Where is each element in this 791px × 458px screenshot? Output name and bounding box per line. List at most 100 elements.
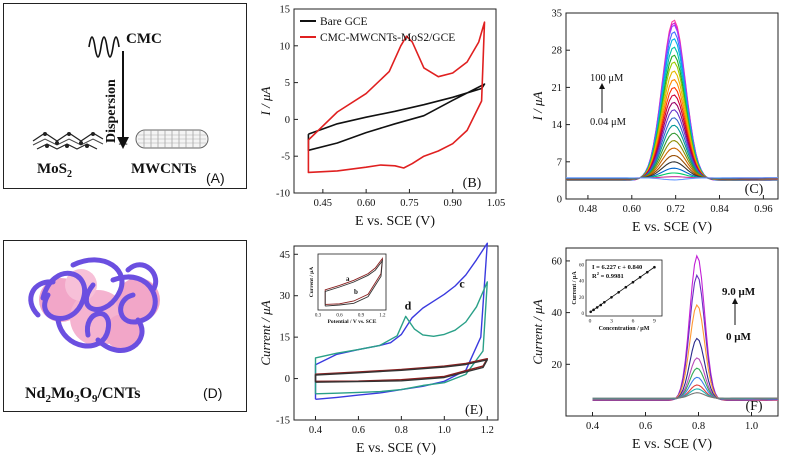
c-dpv-curve-19 (566, 154, 778, 179)
plus-sign: + (118, 134, 128, 154)
e-inset-xtick-2: 0.9 (358, 314, 365, 319)
f-inset-point-3 (599, 303, 603, 307)
b-legend-label-1: CMC-MWCNTs-MoS2/GCE (320, 32, 455, 44)
c-xtick-label-1: 0.60 (623, 204, 641, 215)
f-inset-xtick-0: 0 (589, 319, 592, 325)
e-inset-xlabel: Potential / V vs. SCE (328, 319, 377, 325)
c-dpv-curve-24 (566, 177, 778, 181)
e-ytick-label-2: 15 (280, 333, 291, 344)
f-ytick-label-1: 40 (552, 308, 563, 319)
e-inset-ylabel: Current / μA (309, 267, 315, 298)
f-inset-xtick-1: 3 (610, 319, 613, 325)
f-inset-point-9 (638, 275, 642, 279)
b-ytick-label-2: 0 (285, 115, 290, 126)
f-inset-equation: I = 6.227 c + 0.840 (592, 264, 642, 271)
c-x-axis-label: E vs. SCE (V) (632, 220, 712, 235)
b-ytick-label-4: 10 (280, 41, 291, 52)
f-inset-xlabel: Concentration / μM (599, 326, 650, 332)
f-inset-point-6 (617, 290, 620, 294)
c-ytick-label-4: 28 (552, 46, 563, 57)
panel-d-letter: (D) (203, 385, 222, 401)
c-ytick-label-2: 14 (552, 120, 563, 131)
panel-e: 0.4 0.6 0.8 1.0 1.2 -15 0 15 30 45 E vs. SCE (V) Cu… (258, 236, 522, 458)
b-xtick-label-0: 0.45 (314, 198, 332, 209)
panel-e-cv-chart: 0.4 0.6 0.8 1.0 1.2 -15 0 15 30 45 E vs. SCE (V) Cu… (258, 242, 499, 456)
f-inset-r2-sup: 2 (597, 271, 600, 276)
panel-b-cv-chart: 0.45 0.60 0.75 0.90 1.05 -10 -5 0 5 10 15 E vs. SCE… (258, 5, 505, 230)
e-xtick-label-0: 0.4 (309, 425, 323, 436)
f-inset-point-7 (624, 285, 628, 289)
e-curve-label-d: d (405, 299, 412, 313)
b-legend-label-0: Bare GCE (320, 16, 368, 28)
cmc-label: CMC (126, 31, 162, 47)
c-dpv-curve-5 (566, 46, 778, 181)
e-x-axis-label: E vs. SCE (V) (356, 441, 436, 456)
f-inset-ytick-3: 60 (579, 264, 585, 269)
c-panel-letter: (C) (745, 182, 764, 197)
e-plot-frame (293, 245, 499, 421)
e-inset-frame (317, 253, 387, 311)
c-xtick-label-4: 0.96 (754, 204, 772, 215)
c-dpv-curve-11 (566, 94, 779, 180)
b-panel-letter: (B) (463, 176, 482, 191)
e-xtick-label-1: 0.6 (352, 425, 365, 436)
f-inset-xtick-3: 9 (653, 319, 656, 325)
panel-a: CMC Dispersion + MoS2 MWCNTs (A) (3, 3, 247, 189)
f-inset-ytick-2: 40 (579, 280, 585, 285)
panel-a-schematic: CMC Dispersion + MoS2 MWCNTs (A) (3, 3, 247, 189)
b-ytick-label-3: 5 (285, 78, 290, 89)
b-ytick-label-5: 15 (280, 5, 291, 16)
panel-c: 0.48 0.60 0.72 0.84 0.96 0 7 14 21 28 35 E vs. SCE … (530, 3, 788, 239)
panel-a-letter: (A) (206, 170, 225, 186)
f-dpv-curve-9 (592, 392, 778, 399)
f-annotation-high: 9.0 μM (722, 286, 756, 298)
f-inset-ylabel: Current / μA (572, 271, 578, 305)
panel-f: 0.4 0.6 0.8 1.0 20 40 60 E vs. SCE (V) Current /… (530, 240, 788, 458)
f-inset-r2-prefix: R (592, 273, 597, 280)
c-ytick-label-0: 0 (557, 195, 562, 206)
e-series-a (314, 357, 489, 382)
f-inset-r2: R2 = 0.9981 (592, 271, 624, 280)
b-ytick-label-1: -5 (281, 152, 290, 163)
c-dpv-curve-1 (566, 22, 778, 181)
e-series-b (314, 359, 489, 383)
e-ytick-label-4: 45 (280, 250, 291, 261)
f-annotation-arrowhead (732, 298, 738, 304)
f-annotation-low: 0 μM (726, 331, 751, 343)
e-series-d (314, 281, 489, 395)
f-inset-point-5 (610, 295, 613, 299)
f-inset-ytick-0: 0 (582, 312, 585, 317)
f-dpv-curve-2 (592, 303, 778, 401)
e-xtick-label-4: 1.2 (481, 425, 494, 436)
e-panel-letter: (E) (465, 403, 483, 418)
c-xtick-label-3: 0.84 (710, 204, 729, 215)
e-xtick-label-3: 1.0 (438, 425, 451, 436)
f-inset-point-0 (589, 310, 593, 314)
b-xtick-label-1: 0.60 (357, 198, 375, 209)
f-inset-xtick-2: 6 (632, 319, 635, 325)
c-dpv-curve-18 (566, 147, 778, 180)
mwcnt-tube-icon (135, 129, 209, 149)
e-inset-label-a: a (346, 275, 350, 283)
e-inset-xtick-0: 0.3 (315, 314, 322, 319)
c-dpv-curve-9 (566, 79, 778, 180)
f-inset-point-11 (653, 265, 656, 269)
f-xtick-label-0: 0.4 (586, 421, 600, 432)
f-xtick-label-2: 0.8 (692, 421, 705, 432)
c-dpv-curve-20 (566, 161, 778, 179)
mos2-sheet-icon (32, 132, 104, 150)
e-xtick-label-2: 0.8 (395, 425, 408, 436)
c-ytick-label-5: 35 (552, 9, 563, 20)
f-panel-letter: (F) (745, 399, 762, 414)
dispersion-label: Dispersion (104, 79, 119, 143)
e-inset-label-b: b (354, 288, 358, 296)
f-xtick-label-1: 0.6 (639, 421, 652, 432)
f-inset-point-1 (592, 308, 595, 312)
c-ytick-label-3: 21 (552, 83, 563, 94)
panel-d: Nd2Mo3O9/CNTs (D) (3, 240, 247, 412)
f-x-axis-label: E vs. SCE (V) (632, 437, 712, 452)
f-ytick-label-0: 20 (552, 360, 563, 371)
f-inset-point-8 (631, 280, 635, 284)
c-annotation-low: 0.04 μM (590, 117, 627, 128)
